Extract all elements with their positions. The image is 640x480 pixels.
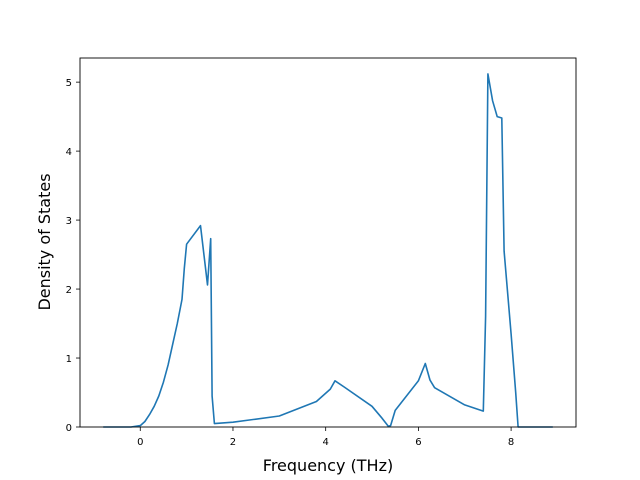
plot-background xyxy=(80,58,576,427)
y-tick-label: 4 xyxy=(66,147,72,158)
plot-frame xyxy=(79,57,577,428)
x-tick-label: 0 xyxy=(137,437,143,448)
dos-series-line xyxy=(103,73,553,428)
x-tick-label: 2 xyxy=(230,437,236,448)
y-tick-label: 5 xyxy=(66,78,72,89)
x-tick-label: 6 xyxy=(415,437,421,448)
x-tick-label: 4 xyxy=(322,437,328,448)
y-tick-label: 2 xyxy=(66,285,72,296)
y-tick-label: 1 xyxy=(66,354,72,365)
y-axis-title: Density of States xyxy=(35,173,54,310)
x-axis-title: Frequency (THz) xyxy=(263,456,393,475)
y-tick-label: 0 xyxy=(66,423,72,434)
x-tick-label: 8 xyxy=(508,437,514,448)
axis-ticks: 0 2 4 6 8 0 1 2 3 4 5 xyxy=(66,78,515,448)
y-tick-label: 3 xyxy=(66,216,72,227)
